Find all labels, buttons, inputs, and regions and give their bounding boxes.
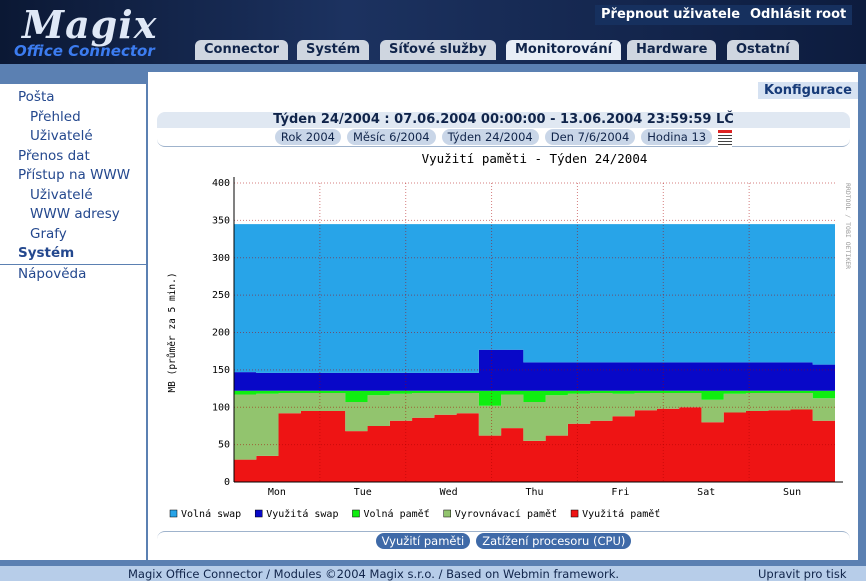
x-tick-label: Thu [525, 487, 543, 498]
user-button[interactable]: Odhlásit root [744, 5, 853, 25]
y-tick-label: 0 [224, 477, 230, 488]
legend-swatch [570, 509, 579, 518]
x-tick-label: Sat [697, 487, 715, 498]
y-tick-label: 300 [212, 253, 230, 264]
logo-title: Magix [22, 2, 158, 47]
y-tick-label: 400 [212, 178, 230, 189]
legend-label: Využitá paměť [582, 508, 660, 520]
tab[interactable]: Monitorování [506, 40, 622, 60]
tab[interactable]: Systém [297, 40, 370, 60]
x-tick-label: Mon [268, 487, 286, 498]
nav-button[interactable]: Měsíc 6/2004 [346, 129, 436, 145]
legend-swatch [352, 509, 360, 518]
menu-item[interactable]: Přenos dat [18, 147, 90, 164]
x-tick-label: Fri [611, 487, 629, 498]
tab[interactable]: Connector [195, 40, 289, 60]
period-heading: Týden 24/2004 : 07.06.2004 00:00:00 - 13… [157, 112, 850, 128]
menu-item[interactable]: WWW adresy [30, 206, 120, 222]
calendar-icon[interactable] [718, 130, 733, 147]
y-tick-label: 150 [212, 365, 230, 376]
y-tick-label: 250 [212, 290, 230, 301]
menu-item[interactable]: Uživatelé [30, 186, 93, 203]
nav-button[interactable]: Týden 24/2004 [441, 129, 539, 145]
menu: Pošta Přehled Uživatelé Přenos dat Přístup n… [0, 84, 146, 284]
x-tick-label: Sun [783, 487, 801, 498]
footer: Magix Office Connector / Modules ©2004 M… [0, 566, 866, 581]
menu-item[interactable]: Přehled [30, 108, 81, 125]
period-nav: Rok 2004 Měsíc 6/2004 Týden 24/2004 Den 7/6… [157, 128, 850, 147]
print-link[interactable]: Upravit pro tisk [758, 567, 847, 581]
legend-label: Volná paměť [363, 508, 429, 520]
x-tick-label: Wed [440, 487, 458, 498]
menu-item[interactable]: Nápověda [18, 265, 87, 282]
nav-button[interactable]: Hodina 13 [641, 129, 713, 145]
tab[interactable]: Hardware [627, 40, 717, 60]
menu-item[interactable]: Přístup na WWW [18, 167, 131, 183]
area [234, 393, 835, 460]
legend-label: Volná swap [181, 508, 241, 520]
y-tick-label: 200 [212, 328, 230, 339]
tab[interactable]: Síťové služby [380, 40, 496, 60]
nav-button[interactable]: Den 7/6/2004 [544, 129, 636, 145]
legend-label: Vyrovnávací paměť [455, 508, 557, 520]
nav-button[interactable]: Rok 2004 [274, 129, 341, 145]
y-axis-label: MB (průměr za 5 min.) [167, 272, 178, 392]
y-tick-label: 100 [212, 402, 230, 413]
graph-switch: Využití paměti Zatížení procesoru (CPU) [157, 531, 850, 550]
chart: Využití paměti - Týden 24/2004 MB (průměr… [167, 151, 852, 520]
x-tick-label: Tue [354, 487, 372, 498]
legend-swatch [443, 509, 451, 518]
tab[interactable]: Ostatní [727, 40, 799, 60]
logo-subtitle: Office Connector [14, 42, 155, 60]
legend-swatch [169, 509, 178, 518]
chart-title: Využití paměti - Týden 24/2004 [422, 151, 648, 166]
config-button[interactable]: Konfigurace [758, 82, 858, 99]
footer-text: Magix Office Connector / Modules ©2004 M… [128, 567, 620, 581]
user-button[interactable]: Přepnout uživatele [595, 5, 747, 25]
graph-button[interactable]: Využití paměti [375, 533, 471, 549]
side-label: RRDTOOL / TOBI OETIKER [844, 183, 852, 269]
graph-button[interactable]: Zatížení procesoru (CPU) [476, 533, 632, 549]
menu-item[interactable]: Pošta [18, 89, 55, 105]
menu-item[interactable]: Uživatelé [30, 128, 93, 144]
sidebar: Pošta Přehled Uživatelé Přenos dat Přístup n… [0, 84, 146, 560]
y-tick-label: 350 [212, 215, 230, 226]
y-tick-label: 50 [218, 440, 230, 451]
menu-item[interactable]: Grafy [30, 225, 67, 242]
legend-swatch [254, 509, 263, 518]
area [234, 224, 835, 373]
legend-label: Využitá swap [266, 508, 338, 520]
area [234, 390, 835, 406]
menu-item[interactable]: Systém [0, 244, 146, 265]
